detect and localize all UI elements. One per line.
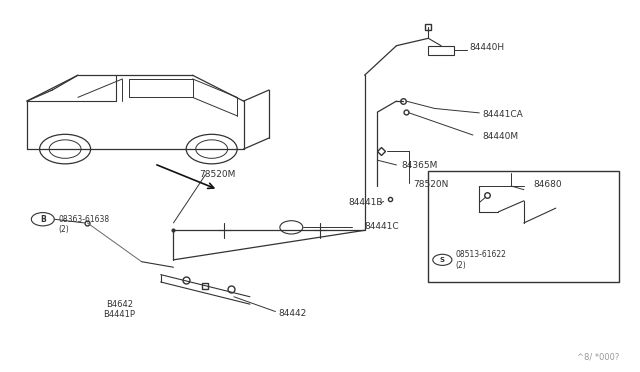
Text: 78520M: 78520M	[199, 170, 236, 179]
Text: S: S	[440, 257, 445, 263]
Text: 84680: 84680	[534, 180, 562, 189]
Bar	[428, 46, 454, 55]
Text: B: B	[40, 215, 45, 224]
Text: 08363-61638
(2): 08363-61638 (2)	[59, 215, 110, 234]
Text: 84442: 84442	[278, 309, 307, 318]
Text: 78520N: 78520N	[413, 180, 449, 189]
Text: 84441B: 84441B	[348, 198, 383, 207]
Text: 08513-61622
(2): 08513-61622 (2)	[455, 250, 506, 270]
Text: 84440M: 84440M	[483, 132, 518, 141]
Text: ^8/ *000?: ^8/ *000?	[577, 352, 620, 361]
Text: B4642
B4441P: B4642 B4441P	[103, 300, 135, 320]
Text: 84441C: 84441C	[365, 222, 399, 231]
Text: 84440H: 84440H	[470, 43, 505, 52]
Text: 84441CA: 84441CA	[483, 109, 524, 119]
Text: 84365M: 84365M	[401, 161, 438, 170]
Bar	[428, 171, 620, 282]
